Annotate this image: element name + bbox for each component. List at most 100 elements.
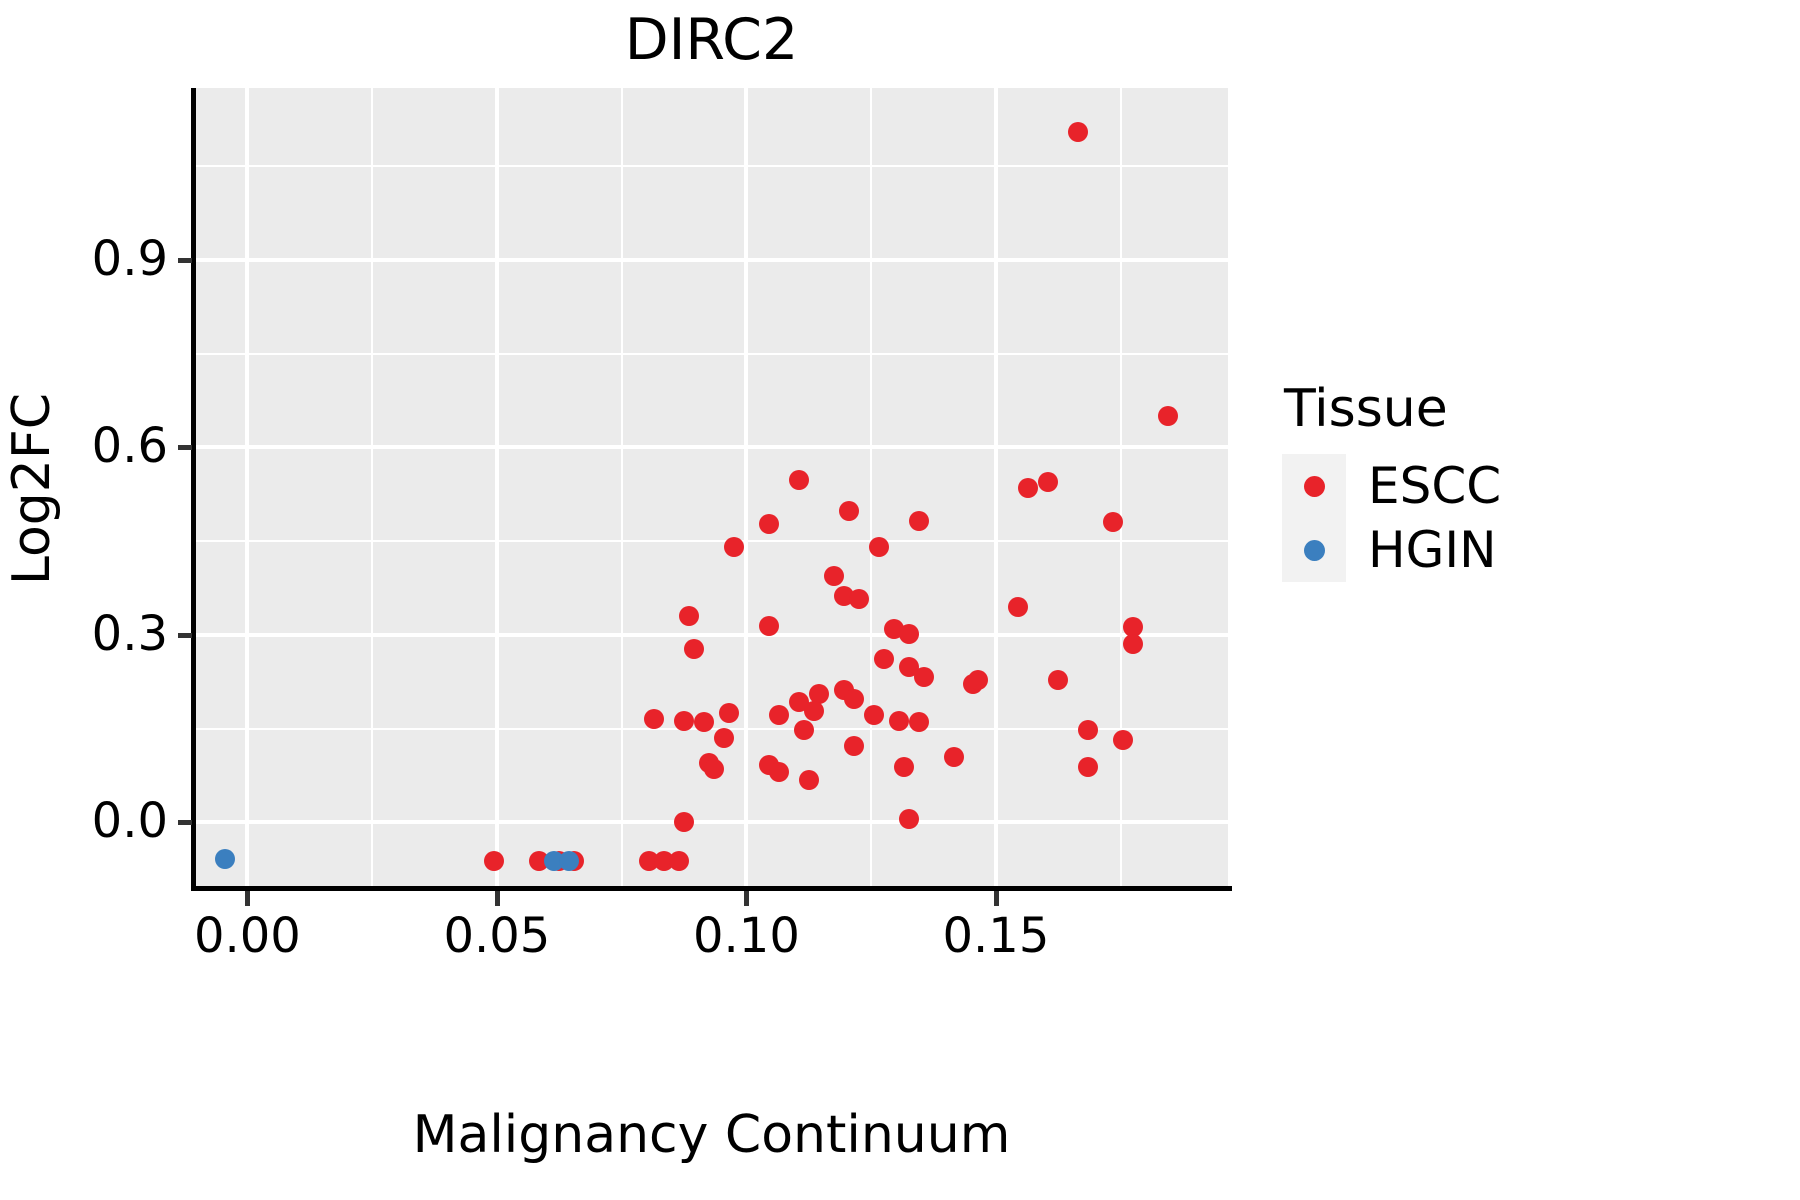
scatter-point-escc bbox=[1068, 121, 1089, 142]
scatter-point-escc bbox=[1103, 512, 1124, 533]
y-axis-line bbox=[191, 88, 196, 890]
scatter-point-escc bbox=[1008, 596, 1029, 617]
scatter-point-escc bbox=[798, 769, 819, 790]
page-title: DIRC2 bbox=[624, 7, 799, 73]
gridline-vertical-major bbox=[744, 88, 749, 888]
legend-item-escc[interactable]: ESCC bbox=[1282, 454, 1501, 518]
scatter-point-escc bbox=[674, 812, 695, 833]
y-tick-mark bbox=[178, 445, 192, 451]
gridline-vertical-minor bbox=[1119, 88, 1122, 888]
gridline-horizontal-minor bbox=[195, 165, 1228, 168]
scatter-point-escc bbox=[1113, 729, 1134, 750]
scatter-point-escc bbox=[1123, 634, 1144, 655]
legend: Tissue ESCC HGIN bbox=[1282, 378, 1501, 582]
y-tick-label: 0.3 bbox=[91, 605, 168, 662]
y-tick-label: 0.0 bbox=[91, 793, 168, 850]
scatter-point-escc bbox=[679, 606, 700, 627]
scatter-point-escc bbox=[873, 648, 894, 669]
x-tick-mark bbox=[993, 891, 999, 906]
scatter-point-escc bbox=[684, 638, 705, 659]
gridline-horizontal-major bbox=[195, 257, 1228, 262]
gridline-horizontal-minor bbox=[195, 540, 1228, 543]
gridline-vertical-major bbox=[245, 88, 250, 888]
legend-item-label: HGIN bbox=[1368, 521, 1497, 579]
scatter-point-escc bbox=[768, 704, 789, 725]
scatter-point-escc bbox=[838, 501, 859, 522]
gridline-vertical-minor bbox=[371, 88, 374, 888]
scatter-point-escc bbox=[1158, 406, 1179, 427]
scatter-point-escc bbox=[823, 565, 844, 586]
scatter-point-escc bbox=[808, 684, 829, 705]
gridline-vertical-minor bbox=[620, 88, 623, 888]
gridline-horizontal-major bbox=[195, 632, 1228, 637]
scatter-point-escc bbox=[898, 657, 919, 678]
y-tick-mark bbox=[178, 257, 192, 263]
x-axis-line bbox=[191, 886, 1232, 891]
gridline-horizontal-minor bbox=[195, 727, 1228, 730]
scatter-point-escc bbox=[758, 615, 779, 636]
x-axis-title: Malignancy Continuum bbox=[412, 1105, 1011, 1165]
scatter-point-escc bbox=[713, 728, 734, 748]
scatter-point-escc bbox=[703, 759, 724, 780]
gridline-vertical-minor bbox=[870, 88, 873, 888]
legend-items: ESCC HGIN bbox=[1282, 454, 1501, 582]
x-tick-label: 0.15 bbox=[942, 908, 1050, 964]
scatter-point-escc bbox=[888, 711, 909, 732]
scatter-point-escc bbox=[1078, 719, 1099, 740]
legend-dot-icon bbox=[1303, 539, 1325, 561]
scatter-point-escc bbox=[694, 712, 714, 733]
scatter-point-escc bbox=[758, 513, 779, 534]
scatter-point-escc bbox=[843, 736, 864, 757]
scatter-point-escc bbox=[898, 623, 919, 644]
scatter-point-escc bbox=[1038, 471, 1059, 492]
legend-key-swatch bbox=[1282, 454, 1346, 518]
scatter-point-escc bbox=[1018, 478, 1039, 498]
scatter-point-escc bbox=[943, 746, 964, 767]
y-tick-label: 0.9 bbox=[91, 230, 168, 287]
scatter-point-escc bbox=[913, 667, 934, 688]
scatter-point-escc bbox=[788, 469, 809, 490]
gridline-horizontal-major bbox=[195, 445, 1228, 450]
gridline-vertical-major bbox=[993, 88, 998, 888]
gridline-horizontal-minor bbox=[195, 352, 1228, 355]
legend-dot-icon bbox=[1303, 475, 1325, 497]
scatter-point-escc bbox=[968, 669, 989, 690]
scatter-point-escc bbox=[669, 851, 690, 872]
x-tick-label: 0.05 bbox=[443, 908, 551, 964]
x-tick-label: 0.10 bbox=[692, 908, 800, 964]
x-tick-label: 0.00 bbox=[193, 908, 301, 964]
scatter-point-escc bbox=[803, 701, 824, 722]
x-tick-mark bbox=[494, 891, 500, 906]
scatter-point-escc bbox=[893, 757, 914, 778]
y-axis-title: Log2FC bbox=[2, 392, 62, 586]
gridline-horizontal-major bbox=[195, 820, 1228, 825]
x-tick-mark bbox=[245, 891, 251, 906]
scatter-point-escc bbox=[793, 719, 814, 740]
scatter-point-escc bbox=[674, 711, 695, 732]
scatter-point-hgin bbox=[559, 851, 580, 872]
legend-item-hgin[interactable]: HGIN bbox=[1282, 518, 1501, 582]
scatter-point-escc bbox=[868, 537, 889, 558]
scatter-point-escc bbox=[768, 762, 789, 783]
scatter-point-escc bbox=[908, 511, 929, 532]
y-tick-label: 0.6 bbox=[91, 418, 168, 475]
scatter-point-escc bbox=[1123, 617, 1144, 638]
scatter-point-escc bbox=[898, 809, 919, 830]
scatter-point-escc bbox=[1078, 757, 1099, 778]
scatter-point-hgin bbox=[214, 848, 235, 869]
scatter-point-escc bbox=[718, 703, 739, 723]
gridline-vertical-major bbox=[494, 88, 499, 888]
legend-key-swatch bbox=[1282, 518, 1346, 582]
scatter-point-escc bbox=[863, 704, 884, 725]
scatter-point-escc bbox=[644, 709, 665, 730]
scatter-point-escc bbox=[908, 712, 929, 733]
legend-title: Tissue bbox=[1284, 379, 1448, 439]
scatter-point-escc bbox=[848, 588, 869, 609]
scatter-point-escc bbox=[723, 537, 744, 558]
y-tick-mark bbox=[178, 632, 192, 638]
scatter-point-escc bbox=[1048, 669, 1069, 690]
scatter-point-escc bbox=[484, 851, 505, 872]
x-tick-mark bbox=[744, 891, 750, 906]
legend-item-label: ESCC bbox=[1368, 457, 1502, 515]
